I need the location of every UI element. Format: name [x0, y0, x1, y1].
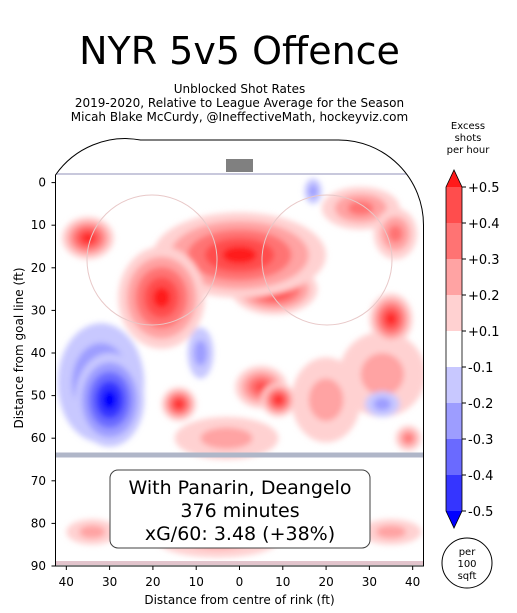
colorbar-title-1: Excess: [451, 121, 485, 132]
colorbar-bands: [445, 169, 463, 529]
heatmap-contour: [194, 340, 208, 366]
y-axis-label: Distance from goal line (ft): [12, 267, 26, 428]
heatmap-contour: [308, 378, 344, 422]
heatmap-contour: [373, 397, 392, 411]
y-tick-label: 40: [31, 346, 46, 360]
heatmap-contour: [375, 525, 407, 539]
x-tick-label: 20: [145, 575, 160, 589]
faceoff-circle-right: [261, 194, 393, 326]
x-tick-label: 40: [59, 575, 74, 589]
y-tick-label: 30: [31, 303, 46, 317]
y-tick-label: 60: [31, 431, 46, 445]
colorbar-labels: +0.5 +0.4 +0.3 +0.2 +0.1 -0.1 -0.2 -0.3 -0.4 -0.5: [462, 181, 500, 520]
heatmap-contour: [347, 201, 374, 216]
y-tick-label: 10: [31, 218, 46, 232]
x-tick-label: 0: [236, 575, 244, 589]
y-ticks: 0 10 20 30 40 50 60 70 80 90: [31, 176, 56, 573]
y-tick-label: 90: [31, 559, 46, 573]
chart-subtitle-2: 2019-2020, Relative to League Average fo…: [75, 96, 404, 110]
colorbar-bottom-arrow: [446, 511, 462, 528]
colorbar-label: -0.4: [468, 469, 493, 484]
colorbar-band: [446, 367, 462, 403]
x-tick-label: 10: [275, 575, 290, 589]
heatmap-contour: [254, 381, 268, 393]
heatmap-contour: [152, 287, 171, 308]
colorbar-label: -0.5: [468, 505, 493, 520]
colorbar-label: +0.4: [468, 217, 500, 232]
colorbar-label: +0.5: [468, 181, 500, 196]
colorbar-label: -0.3: [468, 433, 493, 448]
x-tick-label: 30: [362, 575, 377, 589]
x-ticks: 40 30 20 10 0 10 20 30 40: [59, 566, 420, 589]
colorbar-band: [446, 403, 462, 439]
colorbar-band: [446, 439, 462, 475]
annotation-minutes: 376 minutes: [180, 500, 299, 522]
annotation-box: With Panarin, Deangelo 376 minutes xG/60…: [109, 469, 371, 549]
heatmap-contour: [386, 313, 396, 325]
heatmap-contour: [275, 396, 282, 404]
unit-badge: per 100 sqft: [441, 537, 493, 589]
y-tick-label: 70: [31, 474, 46, 488]
y-tick-label: 80: [31, 516, 46, 530]
goal-net: [226, 159, 253, 172]
heatmap-contour: [175, 400, 183, 408]
x-tick-label: 40: [405, 575, 420, 589]
chart-subtitle-1: Unblocked Shot Rates: [174, 82, 305, 96]
heatmap-contour: [102, 390, 117, 410]
y-tick-label: 0: [38, 176, 46, 190]
heatmap-contour: [308, 184, 318, 198]
colorbar-title-2: shots: [455, 133, 482, 144]
colorbar-label: +0.1: [468, 325, 500, 340]
colorbar-band: [446, 223, 462, 259]
heatmap-contour: [79, 525, 106, 539]
faceoff-circle-left: [86, 194, 218, 326]
colorbar-label: -0.1: [468, 361, 493, 376]
heatmap-contour: [82, 233, 94, 243]
colorbar-band: [446, 187, 462, 223]
x-tick-label: 30: [102, 575, 117, 589]
heatmap-contour: [388, 225, 403, 243]
colorbar-band: [446, 475, 462, 511]
x-tick-label: 10: [189, 575, 204, 589]
unit-badge-circle: [441, 537, 493, 589]
chart-subtitle-3: Micah Blake McCurdy, @IneffectiveMath, h…: [71, 110, 408, 124]
colorbar: Excess shots per hour +0.5+0.4+0.3+0.2+0…: [445, 121, 500, 529]
colorbar-top-arrow: [446, 170, 462, 187]
annotation-xg: xG/60: 3.48 (+38%): [145, 523, 335, 545]
x-tick-label: 20: [318, 575, 333, 589]
colorbar-band: [446, 259, 462, 295]
chart-title: NYR 5v5 Offence: [79, 29, 400, 73]
annotation-player: With Panarin, Deangelo: [129, 477, 352, 499]
colorbar-label: +0.3: [468, 253, 500, 268]
colorbar-title-3: per hour: [447, 145, 491, 156]
y-tick-label: 20: [31, 261, 46, 275]
heatmap-contour: [200, 427, 253, 449]
unit-badge-line-1: per: [459, 547, 477, 558]
unit-badge-line-2: 100: [457, 559, 476, 570]
rink-boards: [55, 138, 424, 567]
colorbar-band: [446, 331, 462, 367]
heatmap-contour: [222, 246, 257, 264]
heatmap-contour: [360, 353, 405, 396]
colorbar-label: +0.2: [468, 289, 500, 304]
y-tick-label: 50: [31, 389, 46, 403]
unit-badge-line-3: sqft: [458, 571, 477, 582]
heatmap-contour: [404, 433, 413, 443]
colorbar-label: -0.2: [468, 397, 493, 412]
colorbar-band: [446, 295, 462, 331]
annotation-frame: [109, 469, 371, 549]
x-axis-label: Distance from centre of rink (ft): [144, 593, 334, 607]
